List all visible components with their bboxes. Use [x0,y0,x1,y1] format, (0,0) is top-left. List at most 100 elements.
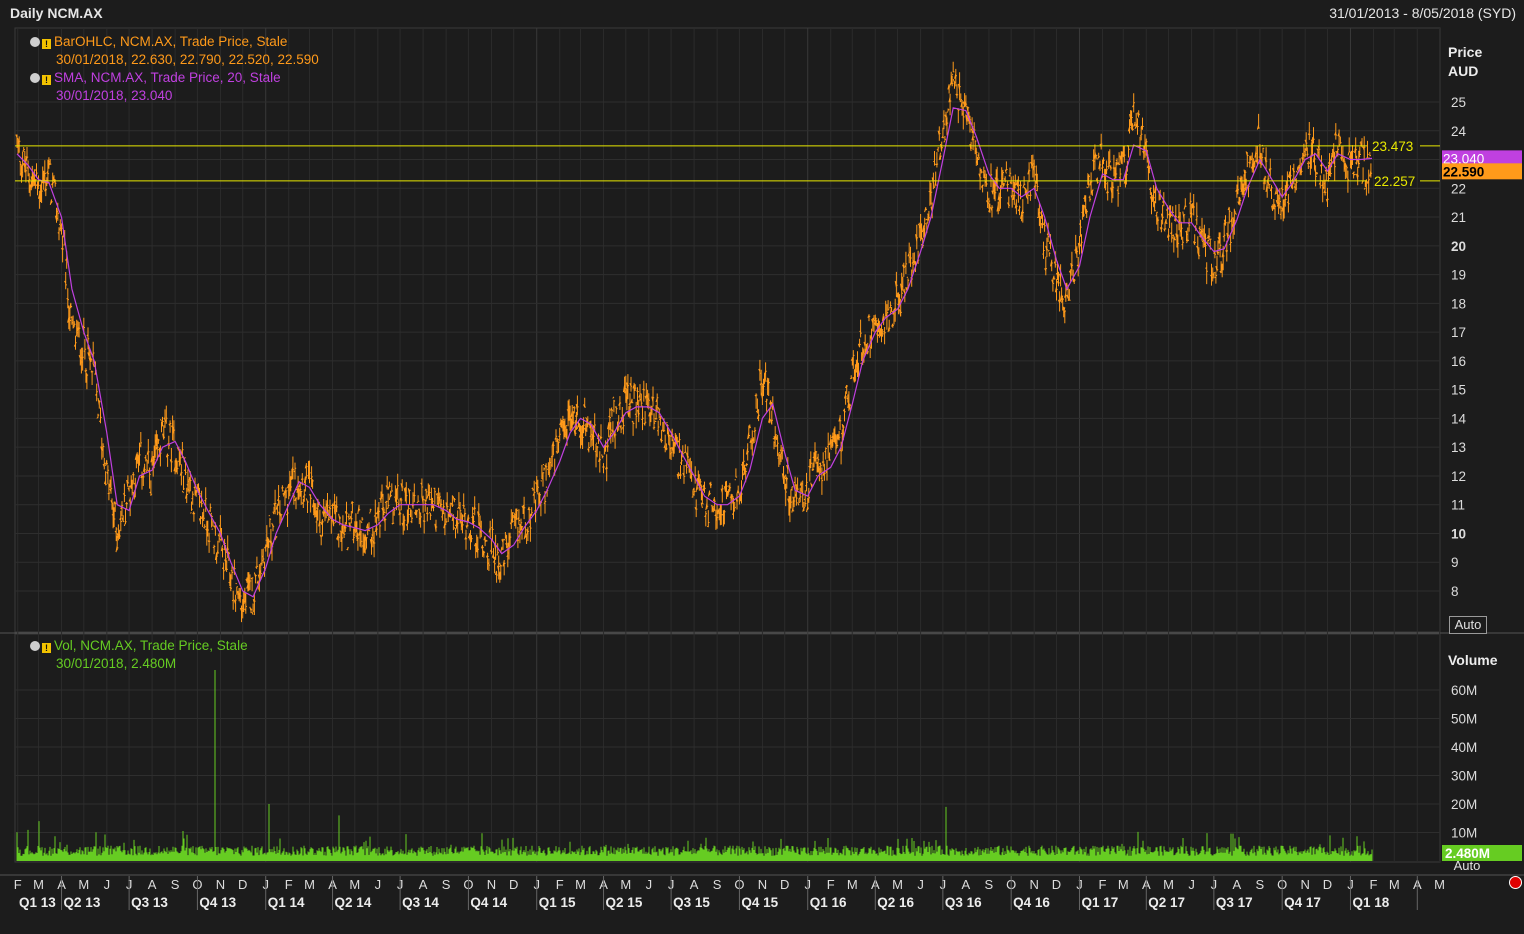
price-last-label: 22.590 [1443,164,1484,179]
month-tick-label: M [620,877,631,892]
grid [0,27,1524,863]
volume-bars [16,670,1373,861]
volume-legend: ! Vol, NCM.AX, Trade Price, Stale 30/01/2… [30,637,248,673]
month-tick-label: J [646,877,653,892]
price-tick-label: 8 [1451,584,1459,599]
warning-icon[interactable]: ! [42,39,51,49]
month-tick-label: S [442,877,451,892]
month-tick-label: N [1029,877,1038,892]
warning-icon[interactable]: ! [42,643,51,653]
price-tick-label: 20 [1451,239,1466,254]
price-tick-label: 12 [1451,469,1466,484]
month-tick-label: M [349,877,360,892]
volume-last-label: 2.480M [1445,846,1490,861]
price-tick-label: 14 [1451,411,1467,426]
month-tick-label: F [827,877,835,892]
quarter-tick-label: Q1 17 [1081,895,1118,910]
price-tick-label: 19 [1451,268,1466,283]
month-tick-label: A [962,877,971,892]
quarter-tick-label: Q1 15 [539,895,576,910]
reference-line-label: 22.257 [1374,174,1415,189]
quarter-tick-label: Q3 15 [673,895,710,910]
month-tick-label: F [1370,877,1378,892]
volume-tick-label: 20M [1451,797,1477,812]
price-tick-label: 11 [1451,498,1465,513]
volume-legend-values: 30/01/2018, 2.480M [56,656,177,671]
price-tick-label: 21 [1451,210,1466,225]
month-tick-label: D [238,877,247,892]
month-tick-label: S [713,877,722,892]
quarter-tick-label: Q2 13 [64,895,101,910]
sma-line [16,107,1373,598]
warning-icon[interactable]: ! [42,75,51,85]
price-tick-label: 22 [1451,181,1466,196]
quarter-tick-label: Q4 14 [470,895,507,910]
volume-last-flag [1442,845,1522,861]
month-tick-label: M [1118,877,1129,892]
status-indicator-icon[interactable] [1509,876,1522,889]
month-tick-label: A [419,877,428,892]
price-tick-label: 16 [1451,354,1466,369]
month-tick-label: M [78,877,89,892]
month-tick-label: F [1099,877,1107,892]
sma-last-flag [1442,150,1522,167]
info-icon[interactable] [30,641,40,651]
info-icon[interactable] [30,37,40,47]
month-tick-label: S [171,877,180,892]
price-tick-label: 10 [1451,526,1466,541]
month-tick-label: J [375,877,382,892]
month-tick-label: N [758,877,767,892]
volume-legend-label: Vol, NCM.AX, Trade Price, Stale [54,638,248,653]
month-tick-label: J [104,877,111,892]
sma-legend-values: 30/01/2018, 23.040 [56,88,173,103]
price-tick-label: 25 [1451,95,1466,110]
sma-legend: ! SMA, NCM.AX, Trade Price, 20, Stale 30/… [30,69,281,105]
auto-scale-button-price[interactable]: Auto [1449,616,1487,634]
quarter-tick-label: Q2 17 [1148,895,1185,910]
quarter-tick-label: Q1 13 [19,895,56,910]
month-tick-label: N [487,877,496,892]
quarter-tick-label: Q4 13 [199,895,236,910]
chart-title: Daily NCM.AX [10,5,103,21]
reference-line-label: 23.473 [1372,139,1413,154]
month-tick-label: M [1434,877,1445,892]
info-icon[interactable] [30,73,40,83]
price-axis-unit: AUD [1448,63,1478,79]
quarter-tick-label: Q1 18 [1352,895,1389,910]
month-tick-label: J [917,877,924,892]
price-tick-label: 9 [1451,555,1459,570]
month-tick-label: M [1389,877,1400,892]
quarter-tick-label: Q4 17 [1284,895,1321,910]
month-tick-label: M [892,877,903,892]
volume-axis-label: Volume [1448,652,1498,668]
volume-tick-label: 50M [1451,712,1477,727]
month-tick-label: N [216,877,225,892]
volume-pane [14,633,1441,863]
volume-tick-label: 60M [1451,683,1477,698]
volume-tick-label: 40M [1451,740,1477,755]
price-tick-label: 18 [1451,296,1466,311]
month-tick-label: J [1188,877,1195,892]
month-tick-label: M [304,877,315,892]
ohlc-legend-values: 30/01/2018, 22.630, 22.790, 22.520, 22.5… [56,52,319,67]
volume-tick-label: 10M [1451,826,1477,841]
sma-last-label: 23.040 [1443,151,1484,166]
month-tick-label: M [33,877,44,892]
quarter-tick-label: Q2 15 [606,895,643,910]
quarter-tick-label: Q3 13 [131,895,168,910]
quarter-tick-label: Q3 14 [402,895,439,910]
month-tick-label: A [148,877,157,892]
ohlc-legend: ! BarOHLC, NCM.AX, Trade Price, Stale 30/… [30,33,319,69]
quarter-tick-label: Q1 14 [268,895,305,910]
ohlc-legend-label: BarOHLC, NCM.AX, Trade Price, Stale [54,34,288,49]
month-tick-label: F [285,877,293,892]
month-tick-label: N [1300,877,1309,892]
price-tick-label: 13 [1451,440,1466,455]
auto-scale-button-volume[interactable]: Auto [1453,860,1481,872]
volume-plot [16,670,1373,861]
price-plot: 23.473 22.257 [15,61,1440,623]
quarter-tick-label: Q1 16 [810,895,847,910]
price-last-flag [1442,163,1522,180]
month-tick-label: A [1233,877,1242,892]
month-tick-label: M [847,877,858,892]
